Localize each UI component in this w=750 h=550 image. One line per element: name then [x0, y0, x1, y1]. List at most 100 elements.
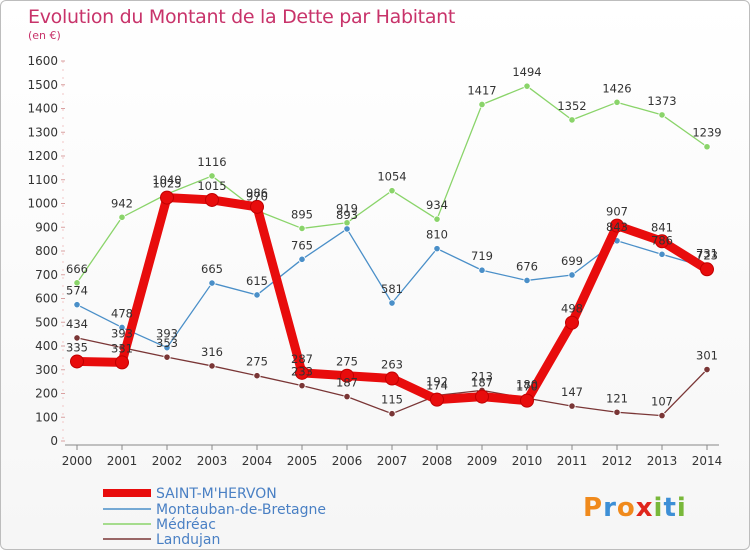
- data-label: 187: [471, 376, 493, 390]
- data-label: 115: [381, 393, 403, 407]
- data-point: [253, 372, 261, 380]
- data-point: [700, 262, 714, 277]
- chart-title: Evolution du Montant de la Dette par Hab…: [28, 6, 456, 28]
- data-label: 719: [471, 249, 493, 263]
- data-label: 316: [201, 345, 223, 359]
- data-label: 765: [291, 238, 313, 252]
- data-point: [568, 271, 576, 279]
- y-tick-label: 1400: [27, 102, 58, 116]
- data-point: [388, 187, 396, 195]
- data-label: 393: [156, 327, 178, 341]
- data-label: 970: [246, 190, 268, 204]
- data-point: [613, 408, 621, 416]
- data-point: [520, 393, 534, 408]
- data-label: 287: [291, 352, 313, 366]
- x-tick-label: 2009: [467, 454, 498, 468]
- legend-label: SAINT-M'HERVON: [156, 486, 277, 502]
- data-label: 841: [651, 220, 673, 234]
- x-tick-label: 2003: [197, 454, 228, 468]
- data-label: 393: [111, 327, 133, 341]
- data-label: 810: [426, 228, 448, 242]
- data-label: 1426: [602, 81, 631, 95]
- x-tick-label: 2000: [62, 454, 93, 468]
- data-label: 187: [336, 376, 358, 390]
- data-label: 666: [66, 262, 88, 276]
- data-label: 353: [156, 336, 178, 350]
- y-tick-label: 1000: [27, 197, 58, 211]
- data-point: [73, 334, 81, 342]
- y-tick-label: 700: [35, 268, 58, 282]
- data-point: [70, 354, 84, 369]
- data-point: [478, 266, 486, 274]
- data-point: [430, 392, 444, 407]
- data-label: 731: [696, 246, 718, 260]
- data-point: [475, 389, 489, 404]
- x-tick-label: 2010: [512, 454, 543, 468]
- data-label: 1352: [557, 99, 586, 113]
- y-tick-label: 0: [50, 434, 58, 448]
- x-tick-label: 2005: [287, 454, 318, 468]
- data-label: 1025: [152, 177, 181, 191]
- data-point: [433, 215, 441, 223]
- data-label: 1239: [692, 126, 721, 140]
- data-label: 786: [651, 233, 673, 247]
- data-point: [163, 344, 171, 352]
- data-point: [163, 353, 171, 361]
- data-label: 934: [426, 198, 448, 212]
- x-tick-label: 2008: [422, 454, 453, 468]
- data-point: [298, 224, 306, 233]
- data-point: [118, 213, 126, 221]
- data-label: 174: [426, 379, 448, 393]
- data-label: 275: [336, 355, 358, 369]
- y-tick-label: 600: [35, 292, 58, 306]
- y-tick-label: 300: [35, 363, 58, 377]
- y-tick-label: 1500: [27, 78, 58, 92]
- data-point: [568, 116, 576, 124]
- data-label: 942: [111, 196, 133, 210]
- data-label: 275: [246, 355, 268, 369]
- chart-subtitle: (en €): [28, 29, 61, 42]
- data-point: [478, 100, 486, 109]
- legend-label: Landujan: [156, 532, 220, 548]
- data-point: [658, 411, 666, 420]
- data-label: 1494: [512, 65, 541, 79]
- x-tick-label: 2013: [647, 454, 678, 468]
- data-label: 478: [111, 306, 133, 320]
- data-point: [703, 143, 711, 151]
- x-tick-label: 2004: [242, 454, 273, 468]
- data-label: 676: [516, 259, 538, 273]
- data-label: 893: [336, 208, 358, 222]
- y-tick-label: 1200: [27, 149, 58, 163]
- data-point: [208, 279, 216, 287]
- data-point: [388, 299, 396, 307]
- data-point: [523, 276, 531, 285]
- data-point: [658, 111, 666, 119]
- y-tick-label: 500: [35, 315, 58, 329]
- data-label: 434: [66, 317, 88, 331]
- data-label: 121: [606, 391, 628, 405]
- data-label: 301: [696, 349, 718, 363]
- data-point: [703, 365, 711, 374]
- data-label: 331: [111, 341, 133, 355]
- data-label: 1417: [467, 83, 496, 97]
- data-label: 699: [561, 254, 583, 268]
- legend-label: Médréac: [156, 517, 216, 533]
- data-label: 895: [291, 207, 313, 221]
- data-point: [568, 402, 576, 410]
- data-label: 581: [381, 282, 403, 296]
- data-label: 180: [516, 377, 538, 391]
- x-tick-label: 2006: [332, 454, 363, 468]
- data-label: 1373: [647, 94, 676, 108]
- y-tick-label: 1100: [27, 173, 58, 187]
- data-label: 1040: [152, 173, 181, 187]
- x-tick-label: 2012: [602, 454, 633, 468]
- x-tick-label: 2007: [377, 454, 408, 468]
- data-label: 574: [66, 284, 88, 298]
- data-point: [298, 382, 306, 390]
- data-label: 1054: [377, 170, 406, 184]
- data-point: [343, 225, 351, 233]
- data-point: [298, 255, 306, 263]
- data-point: [73, 301, 81, 309]
- x-tick-label: 2001: [107, 454, 138, 468]
